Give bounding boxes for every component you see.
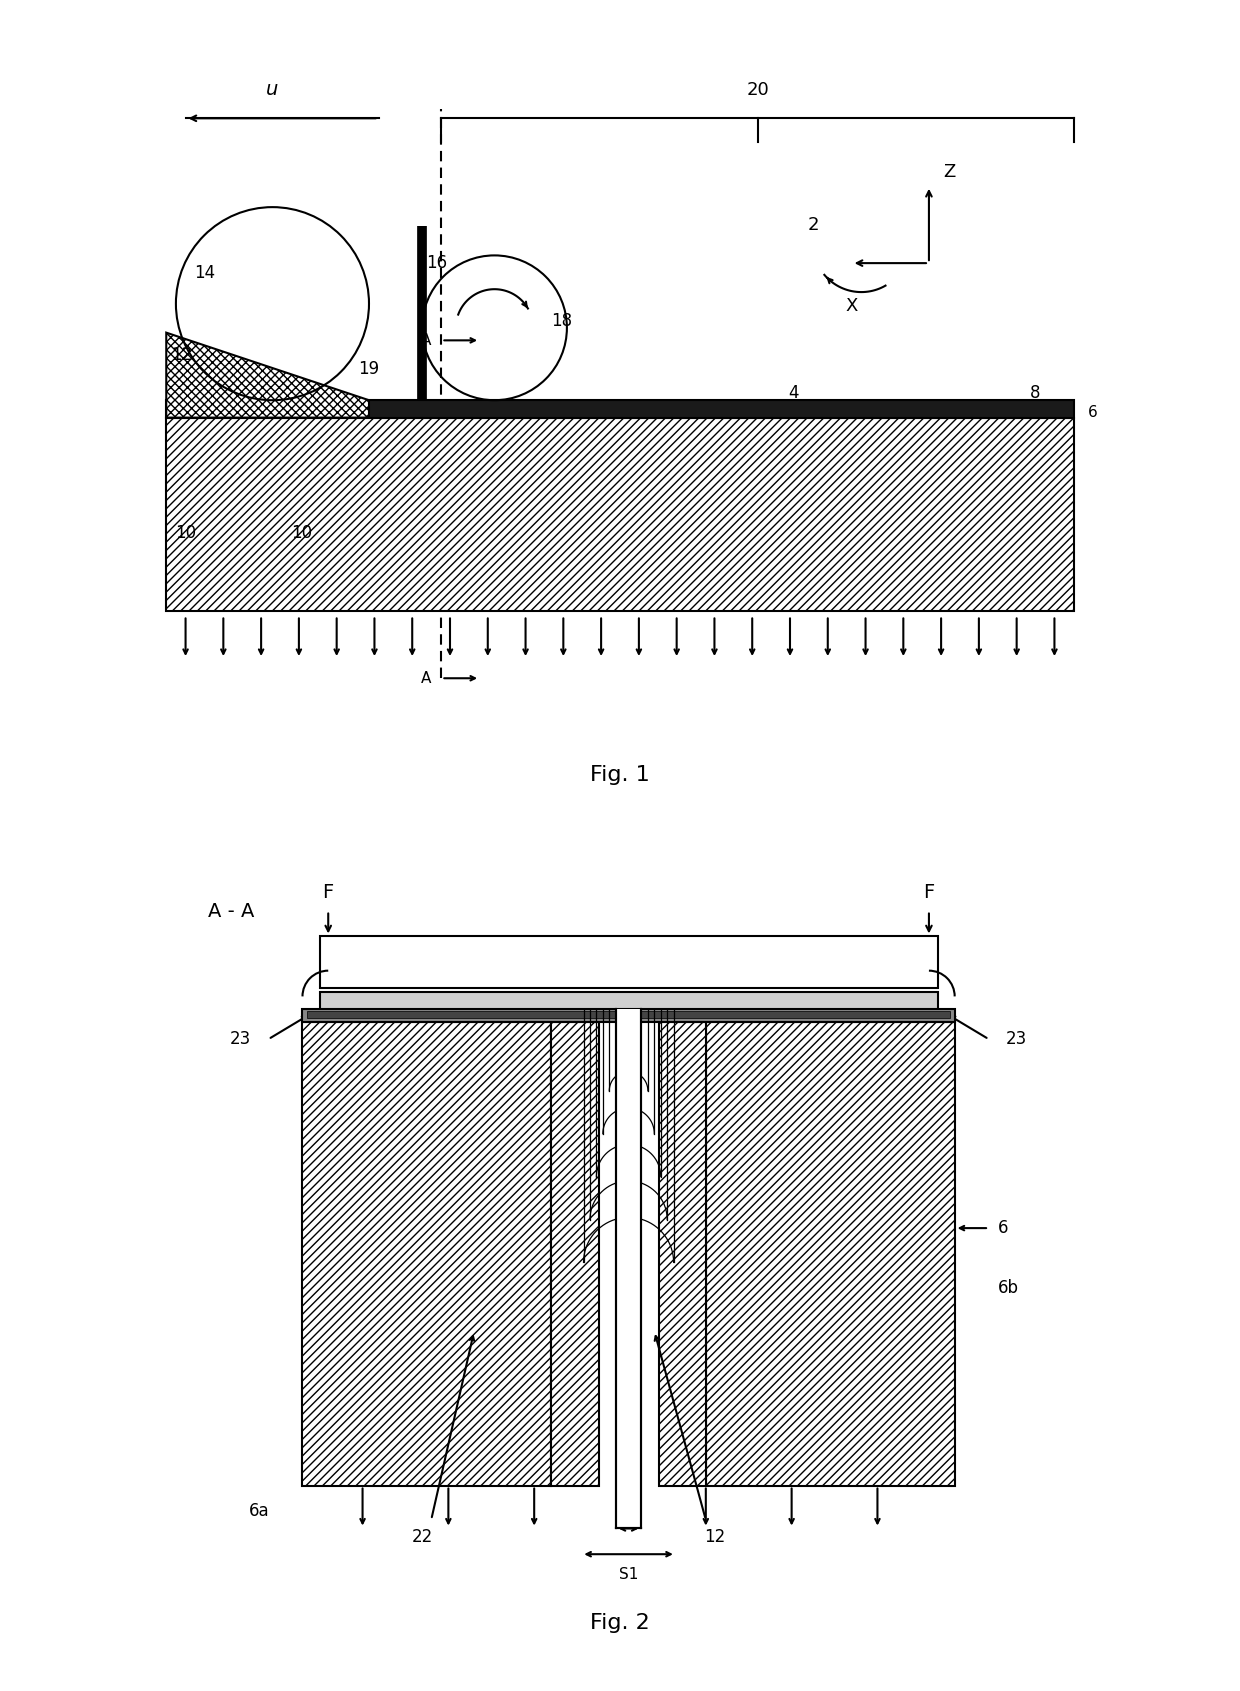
Text: A: A: [422, 671, 432, 687]
Bar: [706, 1021, 955, 1486]
Text: u: u: [267, 79, 279, 100]
Text: 10: 10: [175, 524, 196, 543]
Text: 19: 19: [358, 360, 379, 379]
Text: 23: 23: [1006, 1030, 1028, 1048]
Text: 8: 8: [1030, 384, 1040, 402]
Text: 6a: 6a: [249, 1502, 270, 1520]
Bar: [166, 401, 1074, 418]
Text: 6: 6: [998, 1219, 1008, 1238]
Bar: [658, 1021, 706, 1486]
Text: Z: Z: [944, 162, 956, 181]
Text: F: F: [322, 883, 334, 901]
Bar: [166, 418, 1074, 610]
Bar: [303, 1010, 955, 1021]
Bar: [552, 1021, 599, 1486]
Bar: [320, 937, 937, 988]
Text: 4: 4: [789, 384, 799, 402]
Text: A - A: A - A: [208, 901, 254, 922]
Text: S1: S1: [619, 1568, 639, 1583]
Bar: [306, 1011, 950, 1018]
Bar: [616, 1010, 641, 1529]
Text: 2: 2: [807, 215, 818, 233]
Text: 12: 12: [171, 347, 192, 364]
Text: 10: 10: [291, 524, 312, 543]
Text: 16: 16: [427, 254, 448, 272]
Bar: [320, 993, 937, 1013]
Text: 18: 18: [552, 313, 573, 330]
Text: Fig. 2: Fig. 2: [590, 1613, 650, 1634]
Text: X: X: [846, 298, 858, 315]
Text: Fig. 1: Fig. 1: [590, 764, 650, 785]
Bar: [303, 1021, 552, 1486]
Text: 22: 22: [412, 1529, 433, 1546]
Text: A: A: [422, 333, 432, 348]
Text: F: F: [924, 883, 935, 901]
Text: 14: 14: [195, 264, 216, 282]
Text: 6: 6: [1089, 406, 1097, 421]
Text: S2: S2: [619, 1500, 639, 1515]
Text: 23: 23: [229, 1030, 250, 1048]
Text: 12: 12: [704, 1529, 725, 1546]
Text: 6b: 6b: [998, 1278, 1018, 1297]
Text: 20: 20: [746, 81, 769, 100]
Polygon shape: [166, 333, 370, 418]
